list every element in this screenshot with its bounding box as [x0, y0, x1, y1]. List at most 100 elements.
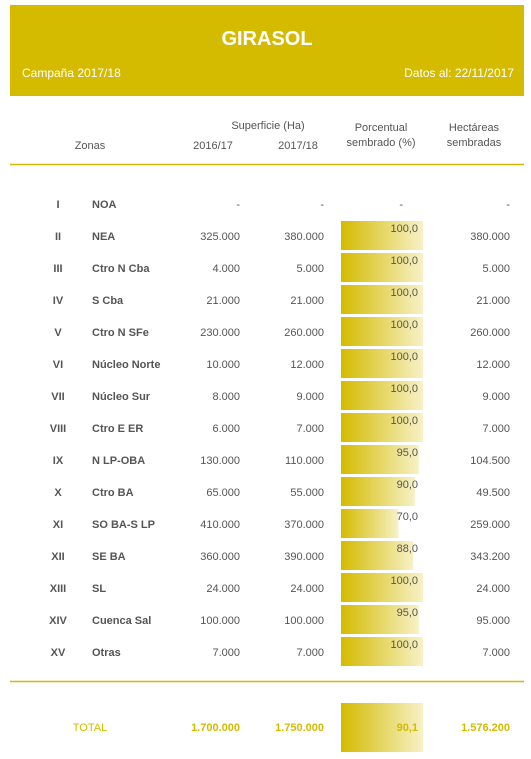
hectares: 260.000 — [470, 327, 510, 339]
area-2016: 21.000 — [206, 295, 240, 307]
zone-number: XIV — [49, 615, 67, 627]
zone-name: NEA — [92, 231, 115, 243]
zone-name: SE BA — [92, 551, 126, 563]
zone-number: VI — [53, 359, 63, 371]
zone-name: SL — [92, 583, 106, 595]
data-bar — [341, 349, 423, 378]
header: Zonas — [75, 140, 106, 152]
header: 2016/17 — [193, 140, 233, 152]
zone-name: Ctro BA — [92, 487, 134, 499]
total-label: TOTAL — [73, 722, 107, 734]
zone-number: X — [54, 487, 62, 499]
zone-number: XV — [51, 647, 66, 659]
zone-number: VIII — [50, 423, 67, 435]
area-2017: 370.000 — [284, 519, 324, 531]
pct-label: 100,0 — [390, 639, 418, 651]
header: Hectáreas — [449, 122, 500, 134]
total-2017: 1.750.000 — [275, 722, 324, 734]
hectares: 259.000 — [470, 519, 510, 531]
data-bar — [341, 573, 423, 602]
hectares: 95.000 — [476, 615, 510, 627]
zone-number: V — [54, 327, 62, 339]
area-2016: 24.000 — [206, 583, 240, 595]
area-2017: 55.000 — [290, 487, 324, 499]
area-2017: 7.000 — [296, 647, 324, 659]
zone-name: SO BA-S LP — [92, 519, 155, 531]
data-bar — [341, 605, 419, 634]
pct-label: 100,0 — [390, 415, 418, 427]
pct-label: 100,0 — [390, 575, 418, 587]
area-2016: 8.000 — [212, 391, 240, 403]
pct-label: 100,0 — [390, 255, 418, 267]
header: 2017/18 — [278, 140, 318, 152]
date: Datos al: 22/11/2017 — [404, 66, 514, 80]
header-band — [10, 5, 524, 96]
title: GIRASOL — [221, 28, 312, 50]
data-bar — [341, 413, 423, 442]
pct-label: 90,0 — [397, 479, 418, 491]
zone-name: Cuenca Sal — [92, 615, 151, 627]
area-2016: 130.000 — [200, 455, 240, 467]
area-2017: 7.000 — [296, 423, 324, 435]
hectares: 5.000 — [482, 263, 510, 275]
area-2016: - — [236, 199, 240, 211]
hectares: 49.500 — [476, 487, 510, 499]
hectares: 7.000 — [482, 423, 510, 435]
hectares: 104.500 — [470, 455, 510, 467]
zone-name: Otras — [92, 647, 121, 659]
total-hectares: 1.576.200 — [461, 722, 510, 734]
hectares: 343.200 — [470, 551, 510, 563]
data-bar — [341, 221, 423, 250]
zone-number: XII — [51, 551, 64, 563]
area-2016: 100.000 — [200, 615, 240, 627]
pct-label: 100,0 — [390, 383, 418, 395]
area-2016: 410.000 — [200, 519, 240, 531]
zone-name: NOA — [92, 199, 117, 211]
zone-name: Ctro N Cba — [92, 263, 150, 275]
header: Superficie (Ha) — [231, 120, 304, 132]
area-2016: 10.000 — [206, 359, 240, 371]
area-2016: 4.000 — [212, 263, 240, 275]
zone-number: II — [55, 231, 61, 243]
area-2016: 6.000 — [212, 423, 240, 435]
hectares: 7.000 — [482, 647, 510, 659]
pct-label: 95,0 — [397, 447, 418, 459]
zone-name: Núcleo Norte — [92, 359, 160, 371]
hectares: 21.000 — [476, 295, 510, 307]
area-2017: 390.000 — [284, 551, 324, 563]
zone-number: VII — [51, 391, 64, 403]
data-bar — [341, 541, 414, 570]
zone-name: Ctro E ER — [92, 423, 143, 435]
zone-number: XI — [53, 519, 63, 531]
pct-label: 100,0 — [390, 287, 418, 299]
data-bar — [341, 317, 423, 346]
data-bar — [341, 477, 415, 506]
area-2017: 5.000 — [296, 263, 324, 275]
hectares: 12.000 — [476, 359, 510, 371]
area-2017: 110.000 — [285, 455, 324, 467]
zone-number: III — [53, 263, 62, 275]
pct-label: 100,0 — [390, 351, 418, 363]
pct-label: 88,0 — [397, 543, 418, 555]
zone-number: XIII — [50, 583, 67, 595]
header: Porcentual — [355, 122, 408, 134]
data-bar — [341, 381, 423, 410]
zone-name: Ctro N SFe — [92, 327, 149, 339]
data-bar — [341, 285, 423, 314]
data-bar — [341, 509, 399, 538]
hectares: - — [506, 199, 510, 211]
zone-number: IV — [53, 295, 64, 307]
area-2017: 21.000 — [290, 295, 324, 307]
pct-label: 100,0 — [390, 223, 418, 235]
area-2017: 24.000 — [290, 583, 324, 595]
total-pct: 90,1 — [397, 722, 418, 734]
area-2017: 380.000 — [284, 231, 324, 243]
total-2016: 1.700.000 — [191, 722, 240, 734]
zone-name: S Cba — [92, 295, 124, 307]
header: sembradas — [447, 137, 502, 149]
area-2017: 260.000 — [284, 327, 324, 339]
campaign: Campaña 2017/18 — [22, 66, 121, 80]
pct-label: 100,0 — [390, 319, 418, 331]
pct-label: 70,0 — [397, 511, 418, 523]
